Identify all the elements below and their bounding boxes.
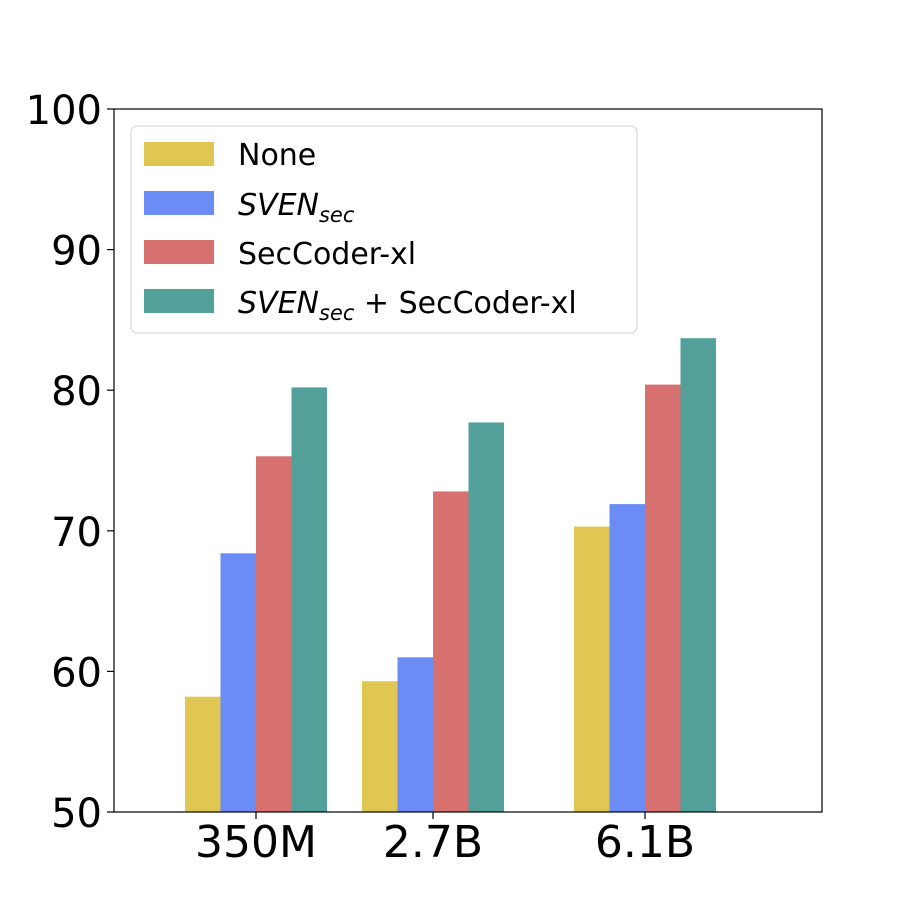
x-tick-label-350m: 350M — [195, 817, 317, 868]
bar-350m-series-2 — [220, 553, 256, 812]
bar-6-1b-series-3 — [645, 384, 681, 812]
bar-6-1b-series-2 — [609, 504, 645, 812]
y-tick-label-80: 80 — [51, 369, 102, 415]
bars-group — [185, 338, 716, 812]
bar-2-7b-series-2 — [397, 657, 433, 812]
bar-2-7b-series-1 — [362, 681, 398, 812]
legend-swatch-none — [144, 142, 214, 166]
bar-2-7b-series-4 — [468, 422, 504, 812]
legend: None SVENsec SecCoder-xl SVENsec + SecCo… — [130, 125, 638, 334]
y-axis: 50 60 70 80 90 100 — [26, 88, 114, 837]
legend-label-sven-sec: SVENsec — [238, 188, 355, 227]
x-tick-label-6-1b: 6.1B — [595, 817, 695, 868]
bar-2-7b-series-3 — [433, 491, 469, 812]
legend-swatch-sven-sec — [144, 191, 214, 215]
plot-area-frame — [113, 108, 823, 813]
x-axis: 350M 2.7B 6.1B — [195, 812, 695, 868]
x-tick-label-2-7b: 2.7B — [383, 817, 483, 868]
bar-6-1b-series-1 — [574, 526, 610, 812]
y-tick-label-60: 60 — [51, 650, 102, 696]
bar-350m-series-1 — [185, 696, 221, 812]
legend-swatch-seccoder-xl — [144, 240, 214, 264]
legend-label-seccoder-xl: SecCoder-xl — [238, 237, 416, 272]
y-tick-label-70: 70 — [51, 510, 102, 556]
legend-label-sven-sec-plus-seccoder-xl: SVENsec + SecCoder-xl — [238, 286, 577, 325]
bar-350m-series-4 — [291, 387, 327, 812]
bar-350m-series-3 — [256, 456, 292, 812]
legend-box — [130, 125, 638, 334]
y-tick-label-100: 100 — [26, 88, 102, 134]
bar-6-1b-series-4 — [680, 338, 716, 812]
legend-swatch-sven-sec-plus-seccoder-xl — [144, 289, 214, 313]
y-tick-label-90: 90 — [51, 229, 102, 275]
y-tick-label-50: 50 — [51, 791, 102, 837]
legend-label-none: None — [238, 138, 316, 173]
